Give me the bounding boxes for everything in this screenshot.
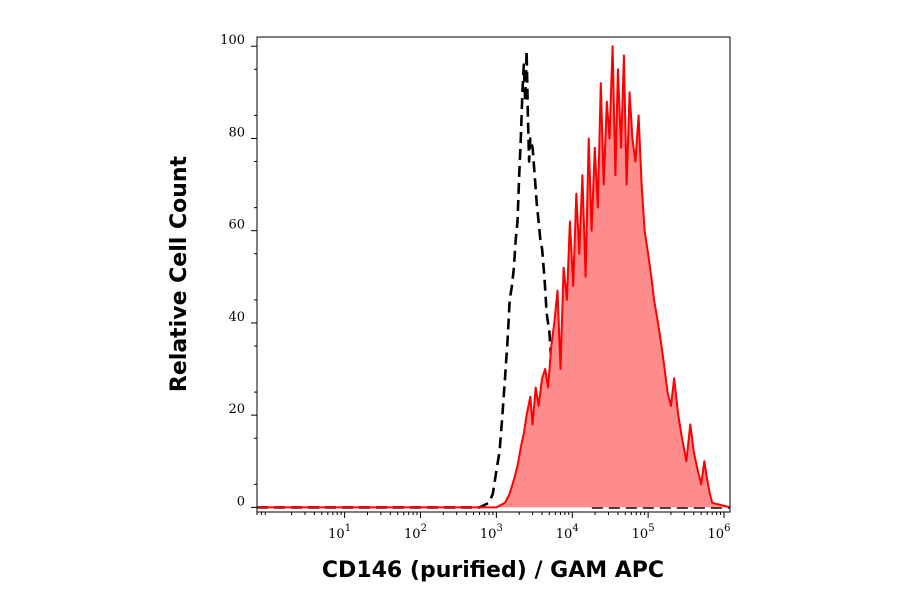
y-axis-ticks: 0 20 40 60 80 100 bbox=[220, 33, 257, 509]
x-tick-label: 104 bbox=[556, 523, 579, 542]
x-axis-title: CD146 (purified) / GAM APC bbox=[322, 558, 664, 583]
y-tick-label: 60 bbox=[228, 218, 245, 233]
y-axis-title: Relative Cell Count bbox=[167, 155, 192, 392]
x-tick-label: 101 bbox=[328, 523, 351, 542]
plot-frame bbox=[256, 36, 731, 513]
x-tick-label: 103 bbox=[480, 523, 503, 542]
x-tick-label: 106 bbox=[708, 523, 731, 542]
series-1-fill bbox=[257, 46, 730, 508]
y-tick-label: 100 bbox=[220, 33, 245, 48]
y-tick-label: 40 bbox=[228, 310, 245, 325]
series-1-line bbox=[257, 45, 731, 509]
y-tick-label: 20 bbox=[228, 402, 245, 417]
y-tick-label: 80 bbox=[228, 125, 245, 140]
x-axis-ticks: 101 102 103 104 105 106 bbox=[256, 512, 731, 542]
y-tick-label: 0 bbox=[237, 494, 245, 509]
series-layer bbox=[257, 45, 731, 509]
x-tick-label: 102 bbox=[404, 523, 427, 542]
x-tick-label: 105 bbox=[632, 523, 655, 542]
